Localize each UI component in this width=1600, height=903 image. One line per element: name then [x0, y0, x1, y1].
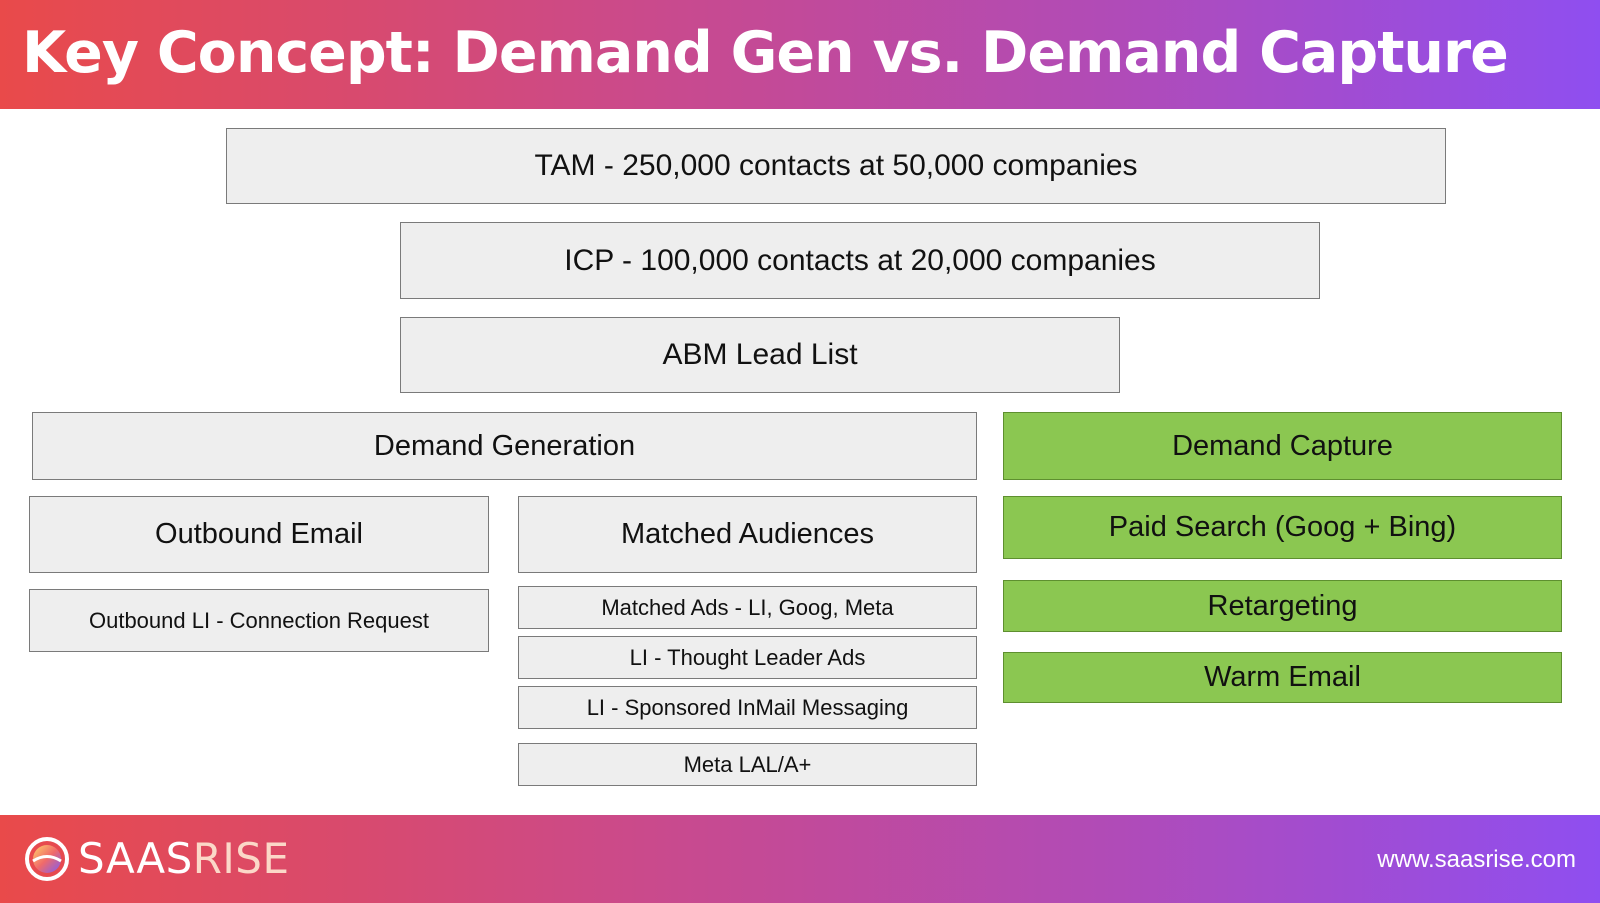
saasrise-logo: SAASRISE — [24, 836, 290, 882]
icp-box: ICP - 100,000 contacts at 20,000 compani… — [400, 222, 1320, 299]
thought-leader-ads-box: LI - Thought Leader Ads — [518, 636, 977, 679]
paid-search-box: Paid Search (Goog + Bing) — [1003, 496, 1562, 559]
demand-capture-box: Demand Capture — [1003, 412, 1562, 480]
sponsored-inmail-box: LI - Sponsored InMail Messaging — [518, 686, 977, 729]
saasrise-logo-icon — [25, 837, 69, 881]
logo-wordmark: SAASRISE — [78, 836, 290, 882]
matched-ads-box: Matched Ads - LI, Goog, Meta — [518, 586, 977, 629]
outbound-email-box: Outbound Email — [29, 496, 489, 573]
logo-rise: RISE — [192, 834, 290, 883]
website-url[interactable]: www.saasrise.com — [1377, 846, 1576, 873]
demand-generation-box: Demand Generation — [32, 412, 977, 480]
abm-lead-list-box: ABM Lead List — [400, 317, 1120, 393]
matched-audiences-box: Matched Audiences — [518, 496, 977, 573]
outbound-li-connection-box: Outbound LI - Connection Request — [29, 589, 489, 652]
footer-banner: SAASRISE www.saasrise.com — [0, 815, 1600, 903]
page-title: Key Concept: Demand Gen vs. Demand Captu… — [22, 20, 1509, 86]
title-banner: Key Concept: Demand Gen vs. Demand Captu… — [0, 0, 1600, 109]
retargeting-box: Retargeting — [1003, 580, 1562, 632]
logo-saas: SAAS — [78, 834, 193, 883]
tam-box: TAM - 250,000 contacts at 50,000 compani… — [226, 128, 1446, 204]
meta-lal-box: Meta LAL/A+ — [518, 743, 977, 786]
warm-email-box: Warm Email — [1003, 652, 1562, 703]
